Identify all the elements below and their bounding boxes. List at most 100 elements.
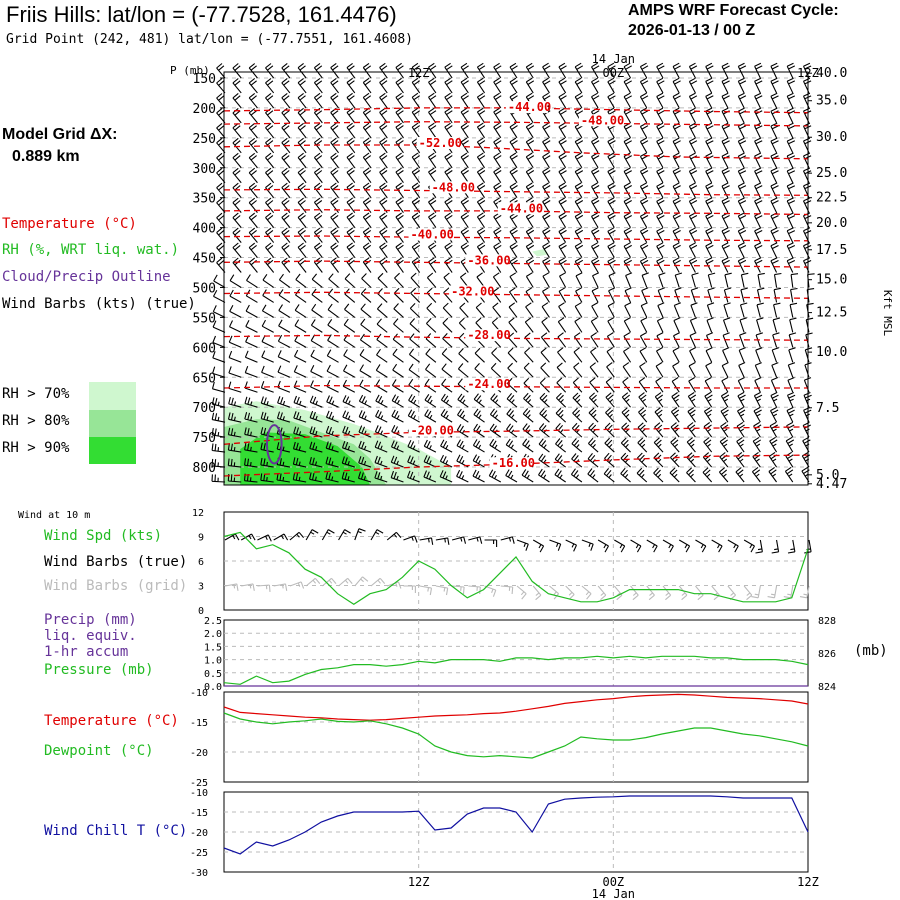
upper-wind-barb bbox=[705, 107, 714, 124]
upper-wind-barb bbox=[525, 137, 535, 154]
upper-wind-barb bbox=[460, 152, 469, 169]
wind-barb-grid bbox=[419, 585, 433, 596]
upper-wind-barb bbox=[705, 137, 714, 154]
upper-wind-barb bbox=[656, 257, 665, 273]
upper-wind-barb bbox=[590, 332, 599, 348]
kft-tick-label: 5.0 bbox=[816, 468, 839, 483]
wind-barb-true bbox=[273, 533, 289, 541]
upper-wind-barb bbox=[671, 377, 680, 393]
upper-wind-barb bbox=[786, 197, 796, 213]
upper-wind-barb bbox=[719, 437, 729, 453]
upper-wind-barb bbox=[656, 182, 665, 198]
upper-wind-barb bbox=[773, 272, 782, 288]
upper-wind-barb bbox=[361, 273, 372, 288]
upper-wind-barb bbox=[525, 182, 535, 198]
upper-wind-barb bbox=[265, 137, 275, 154]
upper-wind-barb bbox=[362, 182, 372, 199]
upper-wind-barb bbox=[588, 422, 599, 438]
upper-wind-barb bbox=[509, 137, 518, 154]
wind-speed-tick-label: 3 bbox=[198, 582, 204, 593]
upper-wind-barb bbox=[281, 122, 291, 139]
date-label-top: 14 Jan bbox=[592, 52, 635, 66]
upper-wind-barb bbox=[589, 362, 599, 378]
upper-wind-barb bbox=[804, 347, 813, 363]
upper-wind-barb bbox=[770, 92, 779, 109]
upper-wind-barb bbox=[362, 92, 372, 109]
upper-wind-barb bbox=[311, 303, 323, 318]
upper-wind-barb bbox=[656, 167, 665, 183]
upper-wind-barb bbox=[542, 182, 551, 198]
wind-barb-grid bbox=[338, 577, 353, 587]
upper-wind-barb bbox=[265, 63, 275, 79]
upper-wind-barb bbox=[341, 441, 355, 453]
upper-wind-barb bbox=[297, 77, 307, 94]
upper-wind-barb bbox=[248, 152, 258, 169]
wind-barb-grid bbox=[289, 581, 305, 589]
upper-wind-barb bbox=[802, 436, 811, 453]
wind-barb-grid bbox=[354, 576, 369, 587]
upper-wind-barb bbox=[292, 472, 307, 483]
upper-wind-barb bbox=[604, 437, 615, 453]
upper-wind-barb bbox=[538, 438, 550, 453]
upper-wind-barb bbox=[394, 272, 404, 288]
upper-wind-barb bbox=[343, 318, 356, 333]
upper-wind-barb bbox=[260, 381, 274, 393]
upper-wind-barb bbox=[456, 424, 469, 438]
upper-wind-barb bbox=[428, 152, 437, 169]
upper-wind-barb bbox=[232, 137, 242, 154]
upper-wind-barb bbox=[669, 467, 680, 483]
upper-wind-barb bbox=[623, 77, 632, 94]
upper-wind-barb bbox=[428, 92, 437, 109]
legend-temperature: Temperature (°C) bbox=[2, 216, 137, 232]
temperature-label: Temperature (°C) bbox=[44, 713, 179, 729]
upper-wind-barb bbox=[473, 423, 485, 438]
upper-wind-barb bbox=[212, 351, 226, 363]
upper-wind-barb bbox=[309, 395, 323, 408]
upper-wind-barb bbox=[310, 349, 323, 363]
upper-wind-barb bbox=[686, 452, 696, 468]
upper-wind-barb bbox=[344, 303, 356, 318]
upper-wind-barb bbox=[281, 92, 291, 109]
wind-barb-true bbox=[727, 539, 739, 553]
upper-wind-barb bbox=[802, 421, 811, 438]
upper-wind-barb bbox=[756, 317, 764, 333]
wind-barb-grid bbox=[711, 585, 720, 601]
upper-wind-barb bbox=[705, 182, 714, 198]
precip-tick-label: 1.5 bbox=[204, 642, 222, 653]
upper-wind-barb bbox=[688, 182, 698, 198]
upper-wind-barb bbox=[358, 456, 372, 468]
kft-tick-label: 22.5 bbox=[816, 191, 847, 206]
upper-wind-barb bbox=[754, 92, 763, 109]
upper-wind-barb bbox=[374, 440, 388, 453]
upper-wind-barb bbox=[688, 152, 698, 169]
forecast-cycle-label: AMPS WRF Forecast Cycle: bbox=[628, 2, 839, 19]
upper-wind-barb bbox=[326, 349, 339, 363]
upper-wind-barb bbox=[228, 381, 242, 393]
upper-wind-barb bbox=[379, 227, 388, 243]
upper-wind-barb bbox=[523, 392, 534, 408]
wind-barb-true bbox=[581, 539, 594, 551]
temperature-contour-label-bg bbox=[465, 329, 508, 342]
upper-wind-barb bbox=[281, 182, 291, 199]
upper-wind-barb bbox=[248, 63, 258, 79]
upper-wind-barb bbox=[379, 242, 388, 258]
upper-wind-barb bbox=[607, 212, 616, 228]
upper-wind-barb bbox=[737, 152, 747, 169]
upper-wind-barb bbox=[786, 137, 796, 154]
upper-wind-barb bbox=[509, 227, 518, 243]
upper-wind-barb bbox=[490, 362, 502, 378]
upper-wind-barb bbox=[590, 317, 599, 333]
upper-wind-barb bbox=[656, 152, 665, 169]
upper-wind-barb bbox=[489, 408, 502, 423]
upper-wind-barb bbox=[525, 77, 535, 94]
upper-wind-barb bbox=[476, 212, 486, 228]
upper-wind-barb bbox=[656, 347, 664, 363]
upper-wind-barb bbox=[607, 137, 616, 154]
upper-wind-barb bbox=[591, 287, 599, 303]
wind-barb-true bbox=[662, 539, 674, 553]
upper-wind-barb bbox=[737, 242, 747, 258]
upper-wind-barb bbox=[608, 287, 616, 303]
upper-wind-barb bbox=[509, 182, 518, 198]
upper-wind-barb bbox=[456, 469, 469, 483]
upper-wind-barb bbox=[625, 272, 633, 288]
